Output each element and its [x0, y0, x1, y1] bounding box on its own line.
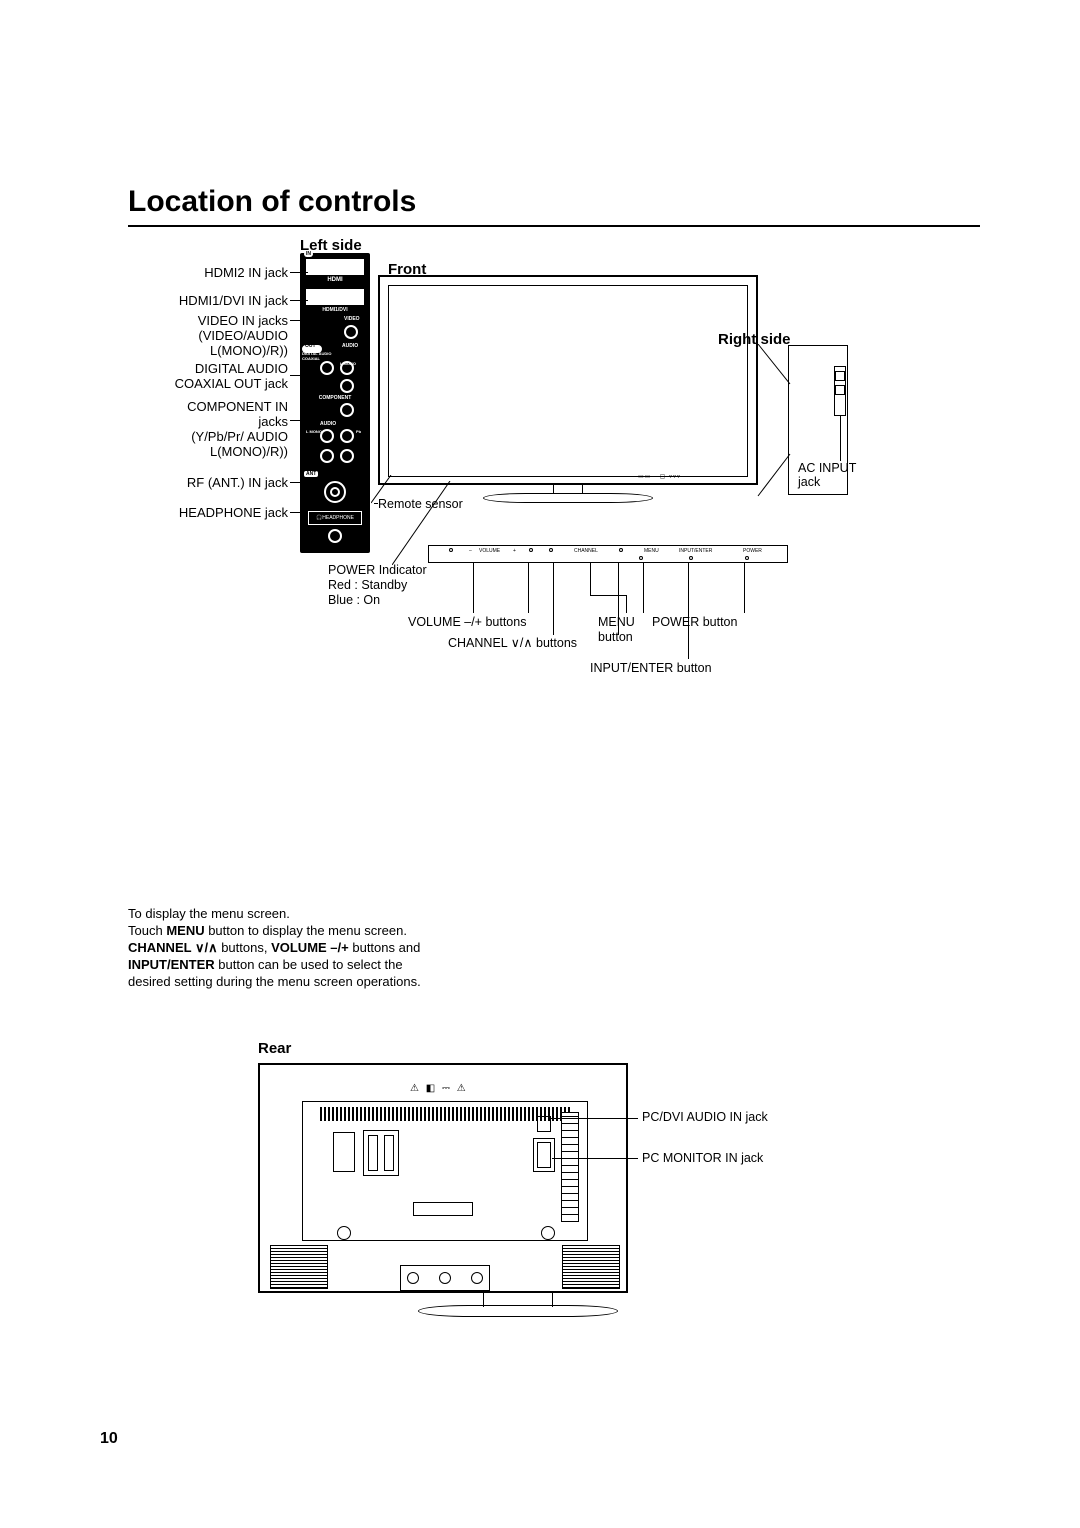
- menu-note: To display the menu screen. Touch MENU b…: [128, 905, 548, 990]
- panel-headphone-label: 🎧 HEADPHONE: [308, 511, 362, 525]
- panel-component-label: COMPONENT: [300, 395, 370, 401]
- ctrlbar-power: POWER: [743, 548, 762, 554]
- y-jack: [340, 403, 354, 417]
- panel-out-text: OUT: [305, 343, 316, 349]
- left-side-panel: IN HDMI HDMI1/DVI VIDEO OUT AUDIO DIGITA…: [300, 253, 370, 553]
- compliance-icons: ⚠ ◧ ⎓ ⚠: [410, 1083, 468, 1094]
- rear-speaker-right: [562, 1245, 620, 1289]
- ctrlbar-channel: CHANNEL: [574, 548, 598, 554]
- page-number: 10: [100, 1430, 118, 1448]
- panel-lmono-label: L MONO: [340, 361, 356, 366]
- label-pc-monitor: PC MONITOR IN jack: [642, 1151, 763, 1165]
- tv-rear: ⚠ ◧ ⎓ ⚠: [258, 1063, 628, 1293]
- hdmi2-port: [306, 259, 364, 275]
- pb-jack: [340, 429, 354, 443]
- rear-side-ports: [561, 1112, 579, 1222]
- comp-audio-l-jack: [320, 429, 334, 443]
- label-headphone: HEADPHONE jack: [118, 505, 288, 520]
- chevron-down-icon: ∨: [511, 636, 520, 650]
- front-control-bar: – VOLUME + CHANNEL MENU INPUT/ENTER POWE…: [428, 545, 788, 563]
- label-rf: RF (ANT.) IN jack: [118, 475, 288, 490]
- label-component: COMPONENT IN jacks (Y/Pb/Pr/ AUDIO L(MON…: [118, 399, 288, 459]
- ctrlbar-menu: MENU: [644, 548, 659, 554]
- rear-screw-2: [541, 1226, 555, 1240]
- chevron-up-icon: ∧: [208, 940, 218, 955]
- ctrlbar-inputenter: INPUT/ENTER: [679, 548, 712, 554]
- label-digital-audio: DIGITAL AUDIO COAXIAL OUT jack: [118, 361, 288, 391]
- heading-rear: Rear: [258, 1040, 778, 1057]
- ctrlbar-volume: VOLUME: [479, 548, 500, 554]
- rear-screw-1: [337, 1226, 351, 1240]
- label-hdmi1: HDMI1/DVI IN jack: [118, 293, 288, 308]
- panel-audio2-label: AUDIO: [320, 421, 336, 427]
- panel-hdmi1dvi-label: HDMI1/DVI: [300, 307, 370, 313]
- label-ac-input: AC INPUT jack: [798, 461, 868, 489]
- panel-video-label: VIDEO: [344, 316, 360, 322]
- pr-jack: [340, 449, 354, 463]
- label-power-indicator: POWER Indicator Red : Standby Blue : On: [328, 563, 427, 608]
- rear-inner-panel: [302, 1101, 588, 1241]
- label-volume-buttons: VOLUME –/+ buttons: [408, 615, 526, 629]
- panel-in-label: IN: [304, 251, 313, 257]
- panel-hdmi-label: HDMI: [300, 277, 370, 283]
- coax-jack: [320, 361, 334, 375]
- figure-rear: Rear ⚠ ◧ ⎓ ⚠: [258, 1040, 778, 1340]
- ant-jack: [324, 481, 346, 503]
- ac-input-jack: [834, 366, 846, 416]
- panel-audio-label: AUDIO: [342, 343, 358, 349]
- label-power-button: POWER button: [652, 615, 737, 629]
- rear-box-1: [333, 1132, 355, 1172]
- headphone-jack: [328, 529, 342, 543]
- rear-box-2: [363, 1130, 399, 1176]
- ctrlbar-minus: –: [469, 548, 472, 554]
- label-input-enter: INPUT/ENTER button: [590, 661, 712, 675]
- rear-speaker-left: [270, 1245, 328, 1289]
- panel-digital-audio-label: DIGITAL AUDIOCOAXIAL: [302, 351, 331, 361]
- panel-lmono2-label: L MONO: [306, 429, 322, 434]
- page-title: Location of controls: [128, 185, 980, 227]
- chevron-up-icon: ∧: [523, 636, 532, 650]
- panel-pb-label: Pb: [356, 429, 361, 434]
- label-menu-button: MENUbutton: [598, 615, 635, 645]
- audio-r-jack: [340, 379, 354, 393]
- panel-ant-label: ANT: [304, 471, 318, 477]
- hdmi1-port: [306, 289, 364, 305]
- video-jack: [344, 325, 358, 339]
- label-channel-buttons: CHANNEL ∨/∧ buttons: [448, 635, 577, 650]
- label-video-in: VIDEO IN jacks (VIDEO/AUDIO L(MONO)/R)): [118, 313, 288, 358]
- rear-bottom-box: [413, 1202, 473, 1216]
- label-hdmi2: HDMI2 IN jack: [118, 265, 288, 280]
- comp-audio-r-jack: [320, 449, 334, 463]
- rear-bottom-plate: [400, 1265, 490, 1291]
- ctrlbar-plus: +: [513, 548, 516, 554]
- chevron-down-icon: ∨: [195, 940, 205, 955]
- label-pc-dvi-audio: PC/DVI AUDIO IN jack: [642, 1110, 768, 1124]
- tv-front-buttons-glyph: ▭▭ · ▢ ▿▿▿: [638, 473, 681, 480]
- figure-front-left-right: Left side Front Right side IN HDMI HDMI1…: [128, 245, 868, 675]
- pc-monitor-port: [533, 1138, 555, 1172]
